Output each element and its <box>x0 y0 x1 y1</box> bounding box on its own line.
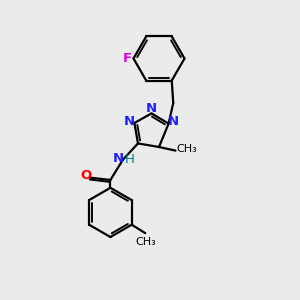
Text: N: N <box>146 102 157 115</box>
Text: CH₃: CH₃ <box>176 144 197 154</box>
Text: N: N <box>124 115 135 128</box>
Text: H: H <box>125 153 134 166</box>
Text: CH₃: CH₃ <box>135 237 156 247</box>
Text: O: O <box>80 169 92 182</box>
Text: N: N <box>113 152 124 165</box>
Text: N: N <box>167 115 179 128</box>
Text: F: F <box>122 52 131 65</box>
